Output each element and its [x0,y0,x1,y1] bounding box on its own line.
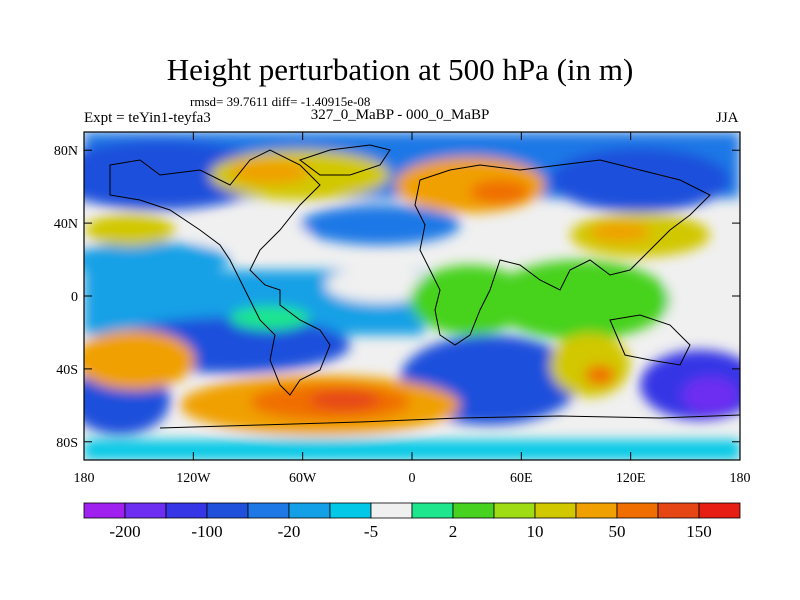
x-tick-label: 0 [409,471,416,486]
colorbar-swatch [288,502,331,519]
colorbar-swatch [493,502,536,519]
y-tick-label: 0 [71,290,78,305]
x-tick-label: 120E [616,471,646,486]
x-tick-label: 180 [74,471,95,486]
colorbar-swatch [616,502,659,519]
coastline-outlines [109,144,740,429]
y-tick-label: 40S [56,363,78,378]
experiment-label: Expt = teYin1-teyfa3 [84,110,211,126]
colorbar-swatch [329,502,372,519]
colorbar-swatch [452,502,495,519]
colorbar-swatch [165,502,208,519]
colorbar-swatch [206,502,249,519]
x-tick-label: 60E [510,471,533,486]
x-tick-label: 60W [289,471,317,486]
statistics-label: rmsd= 39.7611 diff= -1.40915e-08 [190,94,371,109]
colorbar-swatch [575,502,618,519]
colorbar-swatch [534,502,577,519]
x-tick-label: 120W [176,471,211,486]
y-axis: 80N 40N 0 40S 80S [54,144,740,451]
colorbar-swatch [83,502,126,519]
colorbar-label: -20 [278,522,301,541]
colorbar-swatch [370,502,413,519]
colorbar-label: 150 [686,522,712,541]
colorbar-label: -5 [364,522,378,541]
colorbar-label: 2 [449,522,458,541]
x-tick-label: 180 [730,471,751,486]
color-legend: -200 -100 -20 -5 2 10 50 150 [83,502,741,541]
y-tick-label: 40N [54,217,78,232]
map-title: Height perturbation at 500 hPa (in m) [166,52,634,87]
colorbar-swatch [698,502,741,519]
colorbar-label: -100 [191,522,222,541]
colorbar-swatch [124,502,167,519]
colorbar-label: 10 [527,522,544,541]
height-perturbation-field [84,132,740,460]
y-tick-label: 80N [54,144,78,159]
x-axis: 180 120W 60W 0 60E 120E 180 [74,132,751,486]
period-label: 327_0_MaBP - 000_0_MaBP [310,107,490,123]
colorbar-swatch [657,502,700,519]
y-tick-label: 80S [56,436,78,451]
colorbar-label: 50 [609,522,626,541]
colorbar-swatch [411,502,454,519]
colorbar-label: -200 [109,522,140,541]
colorbar-swatch [247,502,290,519]
season-label: JJA [716,110,739,126]
